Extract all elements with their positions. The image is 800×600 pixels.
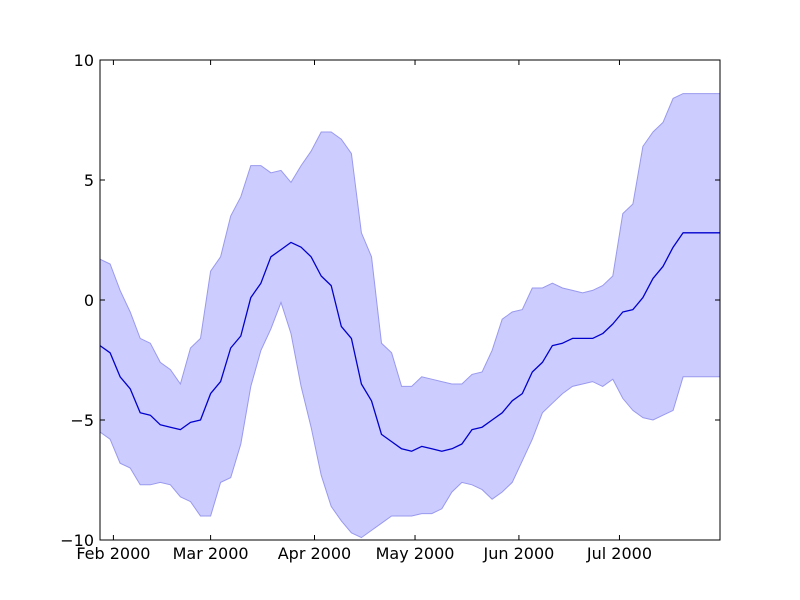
mean-line	[99, 232, 720, 452]
x-axis-ticks: Feb 2000 Mar 2000 Apr 2000 May 2000 Jun 2000…	[76, 60, 652, 563]
x-tick-label: Feb 2000	[76, 544, 150, 563]
confidence-band	[99, 93, 721, 539]
x-tick-label: May 2000	[376, 544, 455, 563]
x-tick-label: Jul 2000	[586, 544, 652, 563]
y-tick-label: 5	[84, 171, 94, 190]
x-tick-label: Jun 2000	[483, 544, 555, 563]
y-tick-label: 0	[84, 291, 94, 310]
confidence-band-layer	[99, 93, 721, 539]
y-axis-ticks: 10 5 0 −5 −10	[60, 51, 720, 550]
x-tick-label: Mar 2000	[173, 544, 249, 563]
y-tick-label: 10	[74, 51, 94, 70]
y-tick-label: −10	[60, 531, 94, 550]
x-tick-label: Apr 2000	[278, 544, 351, 563]
y-tick-label: −5	[70, 411, 94, 430]
mean-line-layer	[99, 232, 720, 452]
